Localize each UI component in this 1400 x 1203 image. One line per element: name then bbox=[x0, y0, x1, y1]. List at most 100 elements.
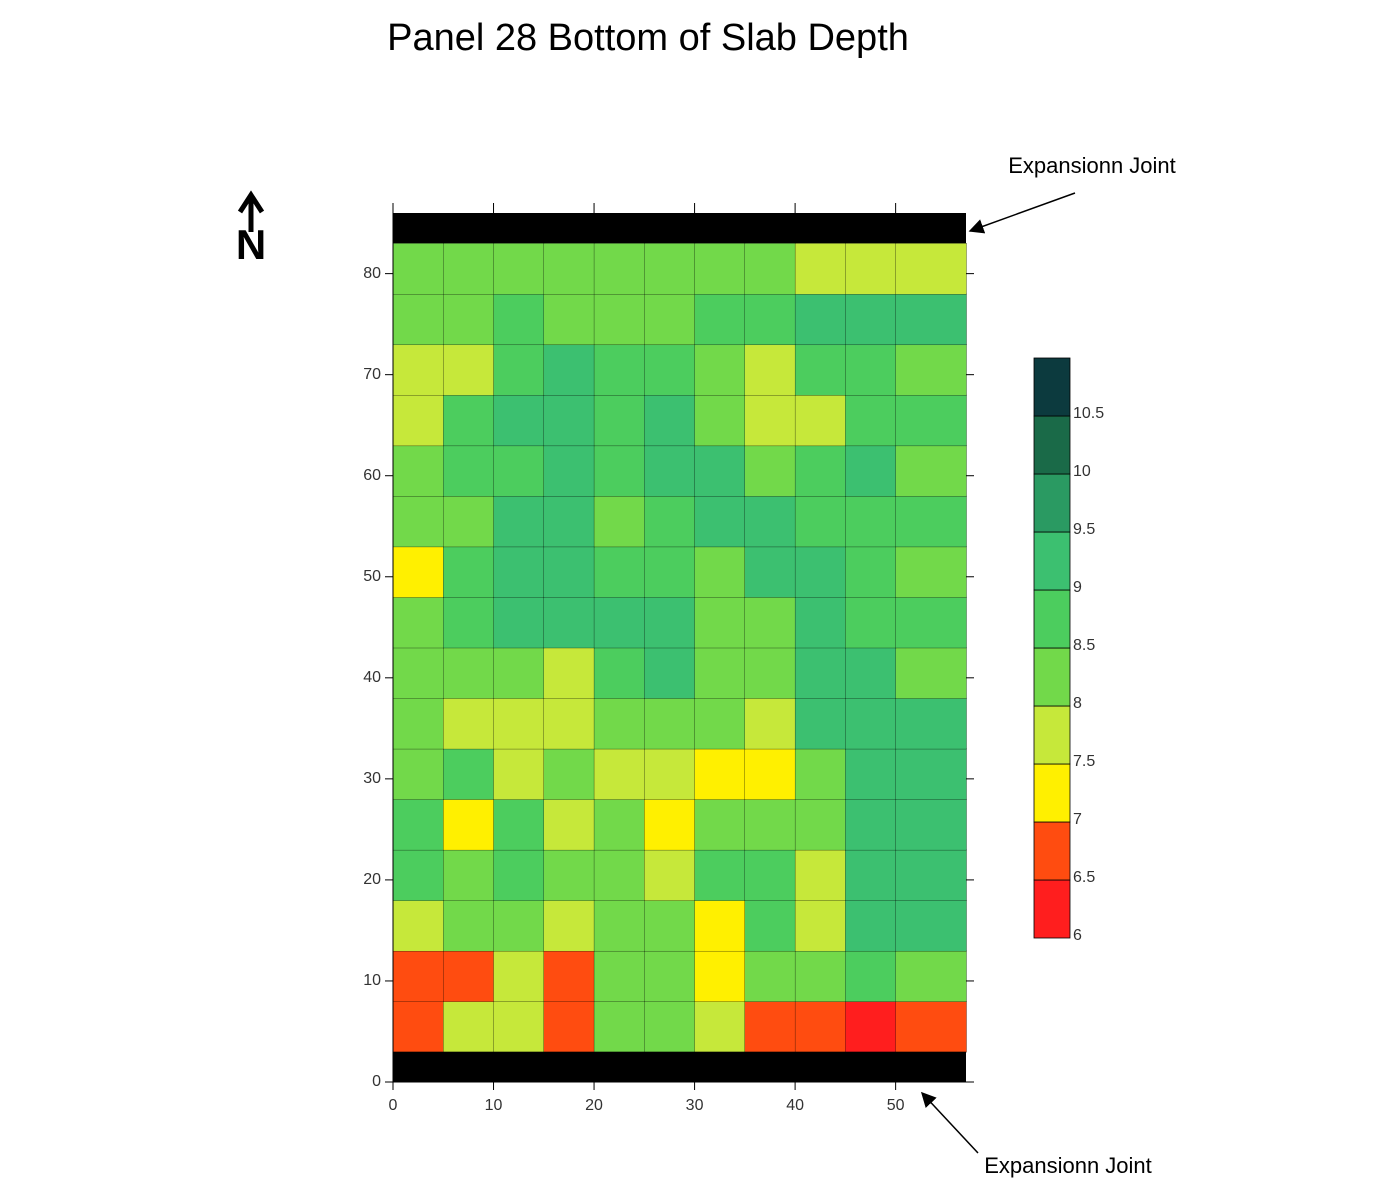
contour-cell bbox=[493, 445, 545, 497]
contour-cell bbox=[443, 697, 495, 750]
contour-cell bbox=[694, 950, 746, 1002]
contour-cell bbox=[845, 546, 897, 598]
contour-cell bbox=[794, 344, 847, 396]
contour-cell bbox=[845, 647, 897, 699]
contour-cell bbox=[794, 899, 847, 952]
contour-cell bbox=[744, 798, 796, 851]
contour-cell bbox=[543, 394, 595, 447]
y-tick-label: 70 bbox=[363, 366, 381, 383]
contour-cell bbox=[392, 344, 444, 396]
contour-cell bbox=[392, 546, 444, 598]
contour-cell bbox=[845, 1001, 897, 1053]
contour-cell bbox=[443, 546, 495, 598]
y-tick-label: 60 bbox=[363, 467, 381, 484]
contour-cell bbox=[744, 950, 796, 1002]
contour-cell bbox=[493, 697, 545, 750]
contour-cell bbox=[694, 344, 746, 396]
contour-cell bbox=[694, 596, 746, 649]
contour-cell bbox=[895, 748, 967, 800]
contour-cell bbox=[543, 647, 595, 699]
contour-cell bbox=[593, 546, 645, 598]
contour-cell bbox=[392, 697, 444, 750]
contour-cell bbox=[644, 748, 696, 800]
contour-cell bbox=[694, 899, 746, 952]
north-label: N bbox=[236, 221, 266, 268]
annotation: Expansionn Joint bbox=[984, 1153, 1152, 1178]
contour-cell bbox=[845, 748, 897, 800]
colorbar-segment bbox=[1033, 879, 1071, 939]
contour-cell bbox=[644, 899, 696, 952]
contour-cell bbox=[593, 647, 645, 699]
contour-cell bbox=[744, 394, 796, 447]
contour-cell bbox=[744, 748, 796, 800]
contour-cell bbox=[443, 344, 495, 396]
joint-band bbox=[393, 213, 966, 244]
contour-cell bbox=[895, 950, 967, 1002]
contour-cell bbox=[895, 647, 967, 699]
north-arrow: N bbox=[236, 190, 266, 268]
contour-cell bbox=[593, 445, 645, 497]
contour-cell bbox=[895, 596, 967, 649]
contour-cell bbox=[543, 950, 595, 1002]
contour-cell bbox=[694, 849, 746, 901]
contour-cell bbox=[392, 445, 444, 497]
contour-cell bbox=[694, 647, 746, 699]
contour-cell bbox=[694, 445, 746, 497]
colorbar-tick-label: 9 bbox=[1073, 579, 1082, 596]
contour-cell bbox=[845, 950, 897, 1002]
contour-cell bbox=[593, 697, 645, 750]
colorbar-tick-label: 10.5 bbox=[1073, 405, 1104, 422]
contour-cell bbox=[392, 243, 444, 295]
contour-cell bbox=[392, 849, 444, 901]
colorbar-tick-label: 6 bbox=[1073, 927, 1082, 944]
contour-cell bbox=[493, 748, 545, 800]
contour-cell bbox=[644, 243, 696, 295]
contour-cell bbox=[845, 344, 897, 396]
contour-cell bbox=[694, 697, 746, 750]
contour-cell bbox=[694, 546, 746, 598]
contour-cell bbox=[543, 293, 595, 346]
contour-cell bbox=[644, 647, 696, 699]
contour-cell bbox=[543, 798, 595, 851]
colorbar-tick-label: 9.5 bbox=[1073, 521, 1095, 538]
contour-cell bbox=[794, 849, 847, 901]
colorbar-segment bbox=[1033, 705, 1071, 765]
y-tick-label: 80 bbox=[363, 265, 381, 282]
contour-cell bbox=[644, 293, 696, 346]
contour-cell bbox=[644, 1001, 696, 1053]
x-tick-label: 20 bbox=[585, 1097, 603, 1114]
contour-cell bbox=[493, 798, 545, 851]
contour-cell bbox=[744, 596, 796, 649]
contour-cell bbox=[493, 647, 545, 699]
colorbar-segment bbox=[1033, 589, 1071, 649]
contour-cell bbox=[845, 243, 897, 295]
contour-cell bbox=[543, 445, 595, 497]
contour-cell bbox=[493, 344, 545, 396]
contour-cell bbox=[392, 596, 444, 649]
x-tick-label: 10 bbox=[485, 1097, 503, 1114]
contour-cell bbox=[543, 495, 595, 548]
contour-cell bbox=[644, 596, 696, 649]
contour-cell bbox=[543, 243, 595, 295]
contour-cell bbox=[895, 697, 967, 750]
contour-cell bbox=[443, 798, 495, 851]
contour-cell bbox=[493, 546, 545, 598]
contour-cell bbox=[644, 546, 696, 598]
contour-cell bbox=[794, 798, 847, 851]
contour-cell bbox=[493, 1001, 545, 1053]
contour-cell bbox=[744, 344, 796, 396]
contour-cell bbox=[744, 546, 796, 598]
contour-cell bbox=[644, 344, 696, 396]
contour-cell bbox=[895, 344, 967, 396]
contour-cell bbox=[694, 394, 746, 447]
contour-cell bbox=[644, 849, 696, 901]
contour-cell bbox=[593, 394, 645, 447]
contour-cell bbox=[443, 647, 495, 699]
annotation-arrow bbox=[920, 1091, 979, 1154]
contour-cell bbox=[392, 748, 444, 800]
contour-cell bbox=[593, 798, 645, 851]
contour-cell bbox=[694, 495, 746, 548]
contour-cell bbox=[895, 394, 967, 447]
colorbar-tick-label: 8.5 bbox=[1073, 637, 1095, 654]
contour-cell bbox=[493, 849, 545, 901]
